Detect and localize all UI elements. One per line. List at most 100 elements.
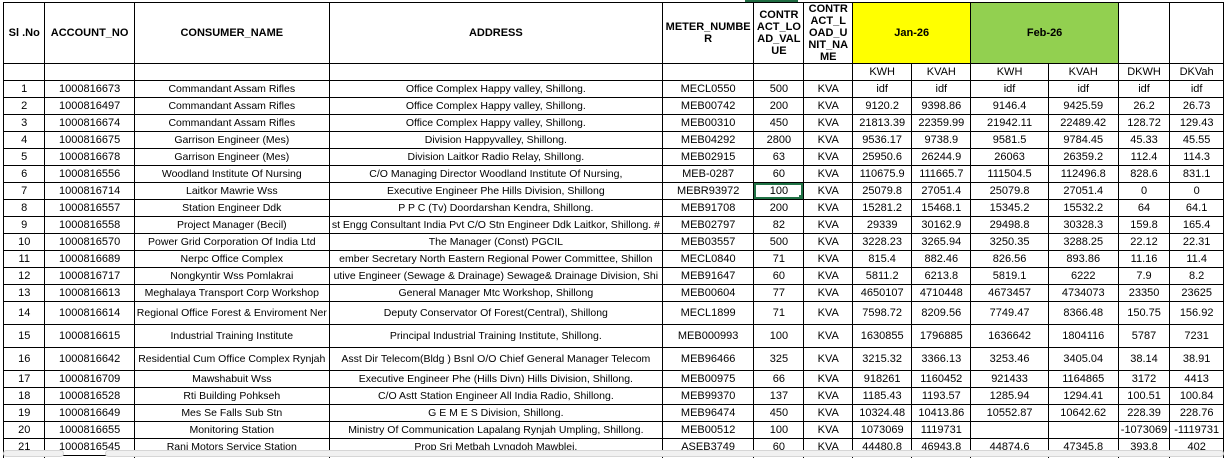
cell-account-no[interactable]: 1000816655 <box>44 421 135 440</box>
cell-meter-number[interactable]: MEBR93972 <box>661 182 755 201</box>
cell-dkvah[interactable]: 23625 <box>1169 284 1224 303</box>
cell-consumer-name[interactable]: Residential Cum Office Complex Rynjah <box>133 347 330 372</box>
cell-contract-load-unit[interactable]: KVA <box>803 199 854 218</box>
cell-address[interactable]: G E M E S Division, Shillong. <box>328 404 663 423</box>
cell-sl-no[interactable]: 16 <box>2 347 46 372</box>
cell-feb-kvah[interactable]: idf <box>1047 80 1119 99</box>
cell-dkvah[interactable]: 4413 <box>1169 370 1224 389</box>
cell-feb-kwh[interactable]: 3250.35 <box>970 233 1049 252</box>
cell-contract-load-value[interactable]: 71 <box>753 301 805 326</box>
cell-contract-load-unit[interactable]: KVA <box>803 233 854 252</box>
cell-consumer-name[interactable]: Woodland Institute Of Nursing <box>133 165 330 184</box>
cell-sl-no[interactable]: 19 <box>2 404 46 423</box>
cell-meter-number[interactable]: MEB00975 <box>661 370 755 389</box>
cell-address[interactable]: Office Complex Happy valley, Shillong. <box>328 80 663 99</box>
cell-meter-number[interactable]: MECL0550 <box>661 80 755 99</box>
cell-account-no[interactable]: 1000816613 <box>44 284 135 303</box>
cell-meter-number[interactable]: MEB91647 <box>661 267 755 286</box>
cell-feb-kwh[interactable] <box>970 421 1049 440</box>
cell-consumer-name[interactable]: Garrison Engineer (Mes) <box>133 131 330 150</box>
cell-feb-kwh[interactable]: 9146.4 <box>970 97 1049 116</box>
cell-jan-kvah[interactable]: 3265.94 <box>911 233 972 252</box>
cell-address[interactable]: P P C (Tv) Doordarshan Kendra, Shillong. <box>328 199 663 218</box>
cell-sl-no[interactable]: 3 <box>2 114 46 133</box>
cell-feb-kvah[interactable]: 6222 <box>1047 267 1119 286</box>
header-consumer-name[interactable]: CONSUMER_NAME <box>133 1 330 65</box>
cell-dkvah[interactable]: 45.55 <box>1169 131 1224 150</box>
cell-dkwh[interactable]: 38.14 <box>1117 347 1171 372</box>
cell-consumer-name[interactable]: Station Engineer Ddk <box>133 199 330 218</box>
cell-dkvah[interactable]: 22.31 <box>1169 233 1224 252</box>
cell-feb-kwh[interactable]: 4673457 <box>970 284 1049 303</box>
cell-consumer-name[interactable]: Rti Building Pohkseh <box>133 387 330 406</box>
cell-feb-kwh[interactable]: 15345.2 <box>970 199 1049 218</box>
cell-jan-kvah[interactable]: 1193.57 <box>911 387 972 406</box>
cell-dkvah[interactable]: idf <box>1169 80 1224 99</box>
cell-jan-kwh[interactable]: 25079.8 <box>852 182 913 201</box>
cell-account-no[interactable]: 1000816689 <box>44 250 135 269</box>
cell-contract-load-value[interactable]: 60 <box>753 267 805 286</box>
cell-jan-kwh[interactable]: 5811.2 <box>852 267 913 286</box>
cell-contract-load-value[interactable]: 63 <box>753 148 805 167</box>
cell-contract-load-unit[interactable]: KVA <box>803 421 854 440</box>
cell-address[interactable]: Office Complex Happy valley, Shillong. <box>328 97 663 116</box>
cell-dkwh[interactable]: 3172 <box>1117 370 1171 389</box>
cell-feb-kwh[interactable]: 9581.5 <box>970 131 1049 150</box>
header-blank-dkwh[interactable] <box>1117 1 1171 65</box>
cell-consumer-name[interactable]: Commandant Assam Rifles <box>133 114 330 133</box>
cell-contract-load-value[interactable]: 450 <box>753 404 805 423</box>
cell-jan-kwh[interactable]: 815.4 <box>852 250 913 269</box>
cell-jan-kwh[interactable]: 21813.39 <box>852 114 913 133</box>
cell-consumer-name[interactable]: Laitkor Mawrie Wss <box>133 182 330 201</box>
cell-jan-kwh[interactable]: 3215.32 <box>852 347 913 372</box>
cell-consumer-name[interactable]: Mawshabuit Wss <box>133 370 330 389</box>
cell-contract-load-value[interactable]: 77 <box>753 284 805 303</box>
cell-meter-number[interactable]: MEB96474 <box>661 404 755 423</box>
cell-dkvah[interactable]: 228.76 <box>1169 404 1224 423</box>
cell-contract-load-value[interactable]: 200 <box>753 199 805 218</box>
cell-consumer-name[interactable]: Regional Office Forest & Enviroment Ner <box>133 301 330 326</box>
cell-dkwh[interactable]: -1073069 <box>1117 421 1171 440</box>
cell-dkwh[interactable]: 228.39 <box>1117 404 1171 423</box>
cell-meter-number[interactable]: MEB96466 <box>661 347 755 372</box>
cell-dkvah[interactable]: 156.92 <box>1169 301 1224 326</box>
cell-dkwh[interactable]: 11.16 <box>1117 250 1171 269</box>
cell-jan-kwh[interactable]: 110675.9 <box>852 165 913 184</box>
cell-feb-kwh[interactable]: 5819.1 <box>970 267 1049 286</box>
cell-jan-kwh[interactable]: 918261 <box>852 370 913 389</box>
cell-dkvah[interactable]: 129.43 <box>1169 114 1224 133</box>
cell-account-no[interactable]: 1000816717 <box>44 267 135 286</box>
cell-jan-kvah[interactable]: 30162.9 <box>911 216 972 235</box>
cell-sl-no[interactable]: 5 <box>2 148 46 167</box>
cell-jan-kvah[interactable]: 10413.86 <box>911 404 972 423</box>
cell-jan-kwh[interactable]: 1073069 <box>852 421 913 440</box>
cell-feb-kwh[interactable]: idf <box>970 80 1049 99</box>
cell-contract-load-value[interactable]: 450 <box>753 114 805 133</box>
cell-contract-load-unit[interactable]: KVA <box>803 370 854 389</box>
cell-sl-no[interactable]: 10 <box>2 233 46 252</box>
cell-dkwh[interactable]: 0 <box>1117 182 1171 201</box>
cell-address[interactable]: Division Happyvalley, Shillong. <box>328 131 663 150</box>
cell-meter-number[interactable]: MEB02915 <box>661 148 755 167</box>
subheader-blank[interactable] <box>661 63 755 82</box>
cell-dkvah[interactable]: 165.4 <box>1169 216 1224 235</box>
cell-contract-load-unit[interactable]: KVA <box>803 165 854 184</box>
cell-jan-kwh[interactable]: 7598.72 <box>852 301 913 326</box>
cell-meter-number[interactable]: MECL1899 <box>661 301 755 326</box>
cell-consumer-name[interactable]: Nerpc Office Complex <box>133 250 330 269</box>
cell-sl-no[interactable]: 8 <box>2 199 46 218</box>
subheader-feb-kwh[interactable]: KWH <box>970 63 1049 82</box>
cell-dkwh[interactable]: 45.33 <box>1117 131 1171 150</box>
cell-consumer-name[interactable]: Power Grid Corporation Of India Ltd <box>133 233 330 252</box>
cell-contract-load-value[interactable]: 60 <box>753 165 805 184</box>
header-account-no[interactable]: ACCOUNT_NO <box>44 1 135 65</box>
cell-jan-kvah[interactable]: 9398.86 <box>911 97 972 116</box>
cell-contract-load-unit[interactable]: KVA <box>803 182 854 201</box>
cell-feb-kwh[interactable]: 3253.46 <box>970 347 1049 372</box>
cell-consumer-name[interactable]: Monitoring Station <box>133 421 330 440</box>
cell-feb-kvah[interactable]: 3405.04 <box>1047 347 1119 372</box>
cell-account-no[interactable]: 1000816558 <box>44 216 135 235</box>
subheader-blank[interactable] <box>44 63 135 82</box>
cell-address[interactable]: Executive Engineer Phe (Hills Divn) Hill… <box>328 370 663 389</box>
cell-feb-kvah[interactable]: 15532.2 <box>1047 199 1119 218</box>
